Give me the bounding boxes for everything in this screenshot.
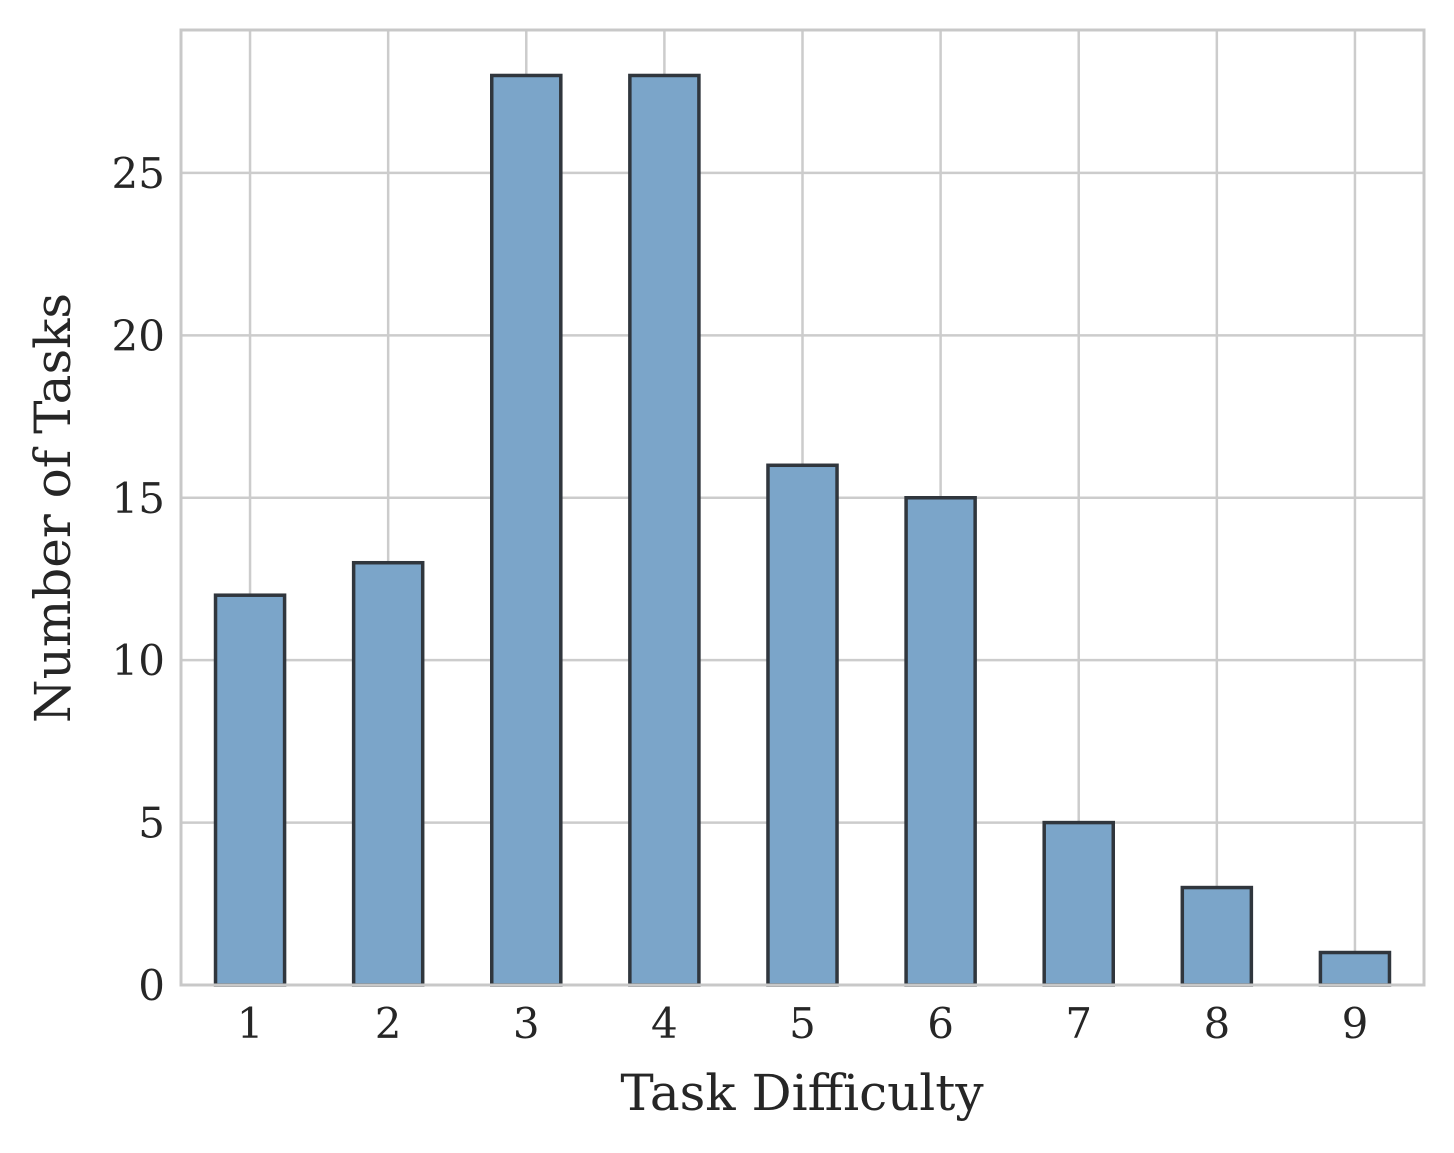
y-tick-label: 5 [138, 799, 165, 848]
x-tick-label: 4 [651, 999, 678, 1048]
bar-1 [213, 593, 287, 987]
plot-frame [179, 28, 1426, 987]
bar-8 [1180, 885, 1254, 987]
x-tick-labels: 1 2 3 4 5 6 7 8 9 [237, 999, 1369, 1048]
x-tick-label: 7 [1065, 999, 1092, 1048]
x-tick-label: 8 [1203, 999, 1230, 1048]
bar-9 [1318, 950, 1392, 987]
x-tick-label: 5 [789, 999, 816, 1048]
bar-3 [490, 73, 563, 987]
bar-7 [1042, 820, 1116, 987]
y-tick-labels: 0 5 10 15 20 25 [112, 149, 165, 1010]
y-tick-label: 0 [138, 961, 165, 1010]
bar-4 [628, 73, 701, 987]
x-tick-label: 2 [375, 999, 402, 1048]
y-tick-label: 25 [112, 149, 165, 198]
bars [213, 73, 1392, 987]
bar-6 [904, 496, 977, 987]
y-tick-label: 15 [112, 474, 165, 523]
y-tick-label: 20 [112, 311, 165, 360]
y-axis-label: Number of Tasks [24, 293, 82, 723]
x-tick-label: 9 [1342, 999, 1369, 1048]
x-tick-label: 1 [237, 999, 264, 1048]
x-tick-label: 6 [927, 999, 954, 1048]
bar-5 [766, 463, 839, 987]
y-tick-label: 10 [112, 636, 165, 685]
x-axis-label: Task Difficulty [620, 1064, 984, 1122]
x-tick-label: 3 [513, 999, 540, 1048]
bar-2 [351, 560, 425, 987]
